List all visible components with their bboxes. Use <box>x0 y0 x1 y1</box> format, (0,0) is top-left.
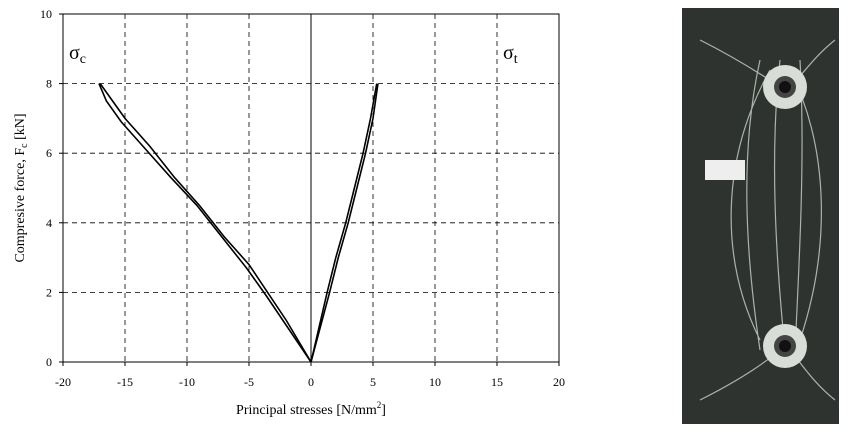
x-tick-label: 15 <box>491 375 503 389</box>
annotation: σt <box>503 42 518 67</box>
annotation-subscript: c <box>80 52 86 67</box>
annotation-symbol: σ <box>69 42 80 64</box>
y-label-main: Compresive force, F <box>13 148 28 263</box>
y-tick-label: 4 <box>46 216 52 230</box>
y-tick-label: 2 <box>46 285 52 299</box>
y-tick-label: 6 <box>46 146 52 160</box>
x-axis-label: Principal stresses [N/mm2] <box>236 400 386 418</box>
y-tick-label: 8 <box>46 77 52 91</box>
y-axis-label: Compresive force, Fc [kN] <box>13 113 30 262</box>
annotation-symbol: σ <box>503 42 514 64</box>
x-tick-label: -5 <box>244 375 254 389</box>
annotation-subscript: t <box>514 52 518 67</box>
annotation: σc <box>69 42 86 67</box>
x-tick-label: -20 <box>55 375 71 389</box>
y-tick-label: 0 <box>46 355 52 369</box>
x-label-main: Principal stresses [N/mm <box>236 403 377 418</box>
y-tick-label: 10 <box>40 7 52 21</box>
data-line <box>310 83 378 363</box>
y-label-end: [kN] <box>13 113 28 143</box>
x-tick-label: 5 <box>370 375 376 389</box>
x-tick-label: -10 <box>179 375 195 389</box>
x-tick-label: 10 <box>429 375 441 389</box>
x-label-end: ] <box>381 403 386 418</box>
y-label-sub: c <box>19 143 30 148</box>
x-tick-label: -15 <box>117 375 133 389</box>
data-line <box>99 83 312 363</box>
x-label-sup: 2 <box>377 400 382 410</box>
x-tick-label: 0 <box>308 375 314 389</box>
specimen-photo <box>682 8 839 424</box>
x-tick-label: 20 <box>553 375 565 389</box>
data-line <box>310 83 379 363</box>
data-line <box>98 83 312 363</box>
